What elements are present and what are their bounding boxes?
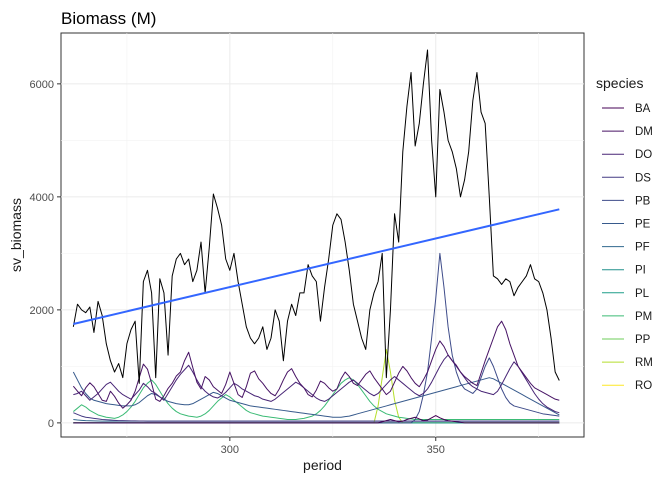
plot-panel — [60, 32, 585, 438]
trend-line — [73, 208, 560, 325]
series-line-ba — [73, 415, 560, 424]
y-tick-label: 4000 — [30, 192, 54, 204]
legend-item-pi: PI — [600, 260, 646, 279]
legend-item-dm: DM — [600, 122, 653, 141]
legend-label: PF — [635, 242, 650, 254]
legend-item-rm: RM — [600, 353, 653, 372]
series-layer — [72, 49, 560, 424]
x-axis-title: period — [303, 457, 342, 473]
legend-title: species — [596, 75, 643, 91]
legend-item-pl: PL — [600, 283, 650, 302]
y-tick-label: 2000 — [30, 305, 54, 317]
legend-label: PE — [635, 219, 651, 231]
series-line-pm — [73, 377, 560, 420]
legend-label: DO — [635, 149, 652, 161]
legend-item-do: DO — [600, 145, 652, 164]
legend-label: DM — [635, 126, 653, 138]
y-tick-label: 6000 — [30, 79, 54, 91]
legend-item-ro: RO — [600, 376, 652, 395]
legend-item-pe: PE — [600, 214, 651, 233]
legend-label: RM — [635, 357, 653, 369]
axes: 300 350 0 2000 4000 6000 — [30, 79, 445, 456]
legend-item-ba: BA — [600, 99, 651, 117]
legend-label: RO — [635, 380, 652, 392]
series-line-dm — [72, 320, 560, 409]
x-tick-label: 300 — [221, 444, 239, 456]
legend-item-pp: PP — [600, 330, 651, 348]
total-biomass-line — [72, 49, 560, 384]
legend-label: PI — [635, 265, 646, 277]
legend-item-pb: PB — [600, 191, 651, 210]
legend: BA DM DO DS PB PE PF PI PL PM PP RM RO — [600, 99, 653, 395]
legend-item-pf: PF — [600, 237, 650, 256]
legend-label: PB — [635, 195, 651, 207]
series-line-ds — [73, 412, 560, 422]
x-tick-label: 350 — [427, 444, 445, 456]
legend-label: PL — [635, 288, 650, 300]
legend-item-ds: DS — [600, 168, 651, 187]
legend-label: DS — [635, 172, 651, 184]
y-tick-label: 0 — [48, 418, 54, 430]
legend-label: BA — [635, 103, 651, 115]
legend-label: PP — [635, 334, 651, 346]
legend-label: PM — [635, 311, 652, 323]
y-axis-title: sv_biomass — [8, 198, 24, 272]
legend-item-pm: PM — [600, 306, 652, 325]
chart-title: Biomass (M) — [61, 9, 156, 28]
